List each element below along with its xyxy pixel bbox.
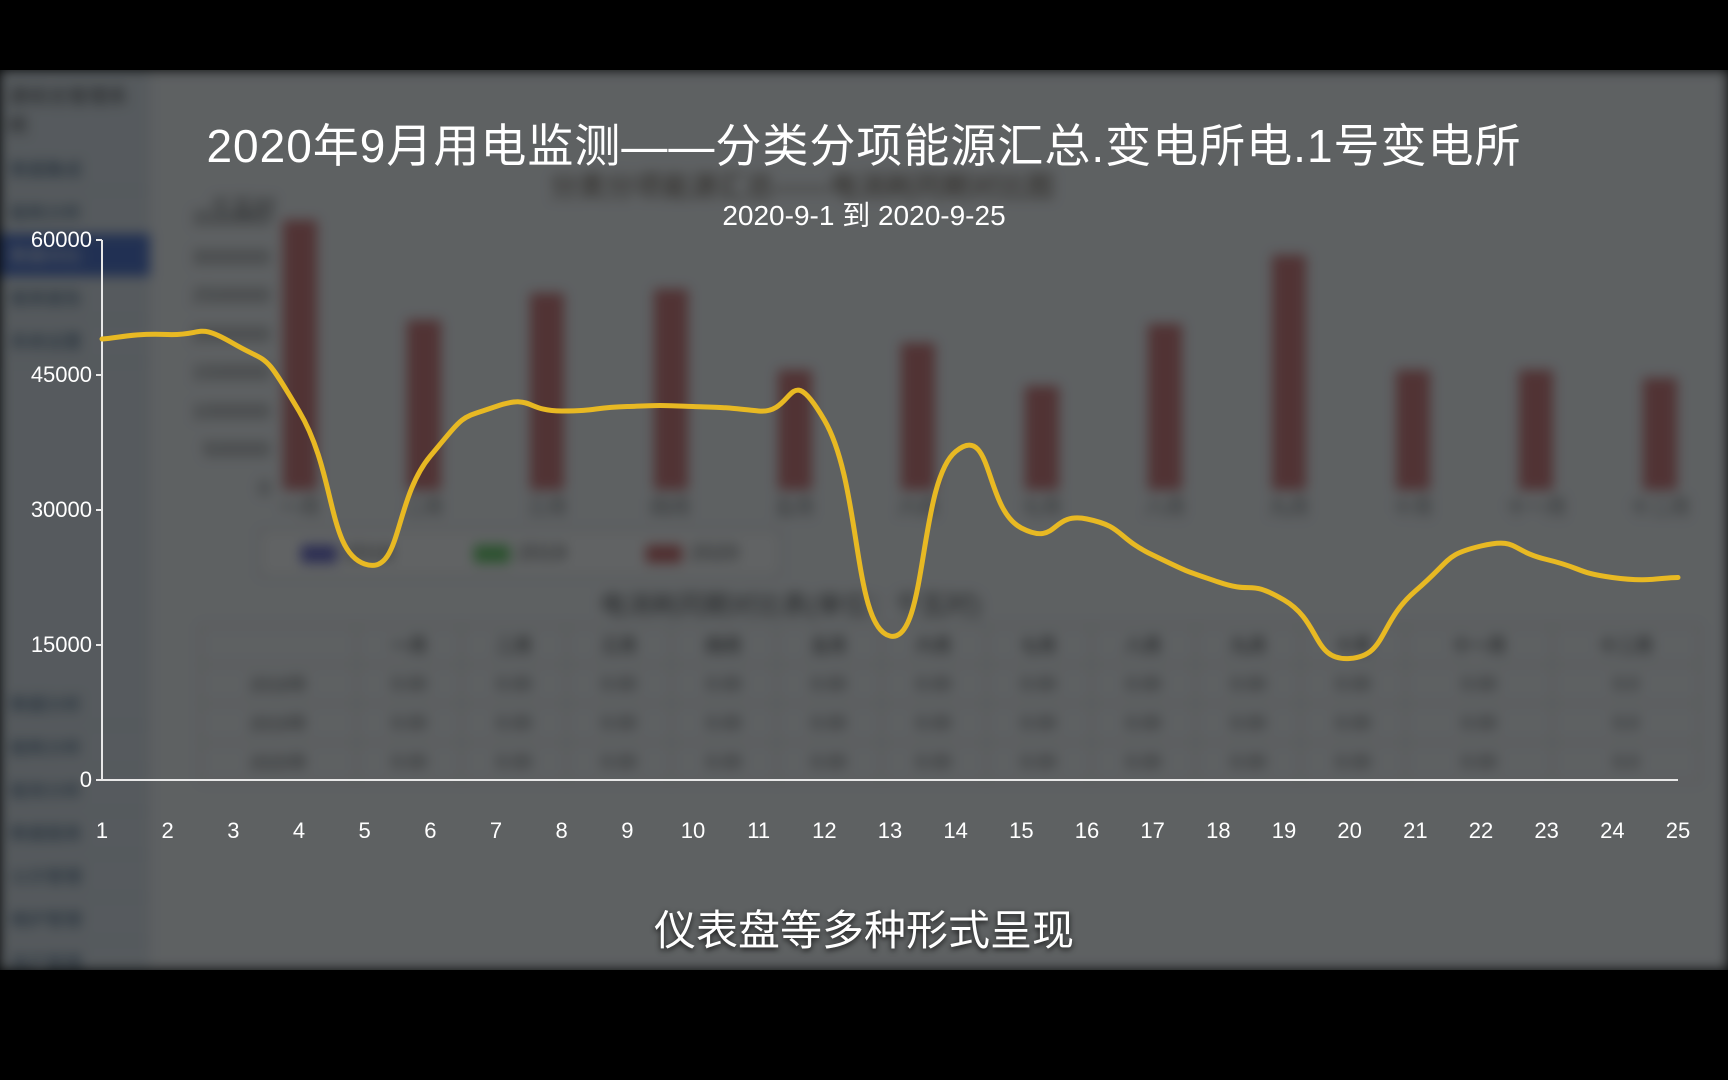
y-tick-label: 45000 (30, 362, 92, 388)
y-tick-label: 60000 (30, 227, 92, 253)
x-tick-label: 8 (556, 818, 568, 844)
series-line (102, 331, 1678, 658)
video-caption: 仪表盘等多种形式呈现 (0, 897, 1728, 958)
x-tick-label: 12 (812, 818, 836, 844)
x-tick-label: 14 (943, 818, 967, 844)
x-tick-label: 22 (1469, 818, 1493, 844)
x-tick-label: 20 (1337, 818, 1361, 844)
x-tick-label: 2 (162, 818, 174, 844)
x-tick-label: 19 (1272, 818, 1296, 844)
fg-subtitle: 2020-9-1 到 2020-9-25 (0, 194, 1728, 234)
y-tick-label: 0 (30, 767, 92, 793)
x-tick-label: 3 (227, 818, 239, 844)
letterbox-top (0, 0, 1728, 70)
x-tick-label: 17 (1140, 818, 1164, 844)
x-tick-label: 10 (681, 818, 705, 844)
x-tick-label: 15 (1009, 818, 1033, 844)
x-tick-label: 16 (1075, 818, 1099, 844)
letterbox-bottom (0, 970, 1728, 1080)
x-tick-label: 6 (424, 818, 436, 844)
fg-title: 2020年9月用电监测——分类分项能源汇总.变电所电.1号变电所 (0, 110, 1728, 176)
x-tick-label: 13 (878, 818, 902, 844)
foreground-chart: 2020年9月用电监测——分类分项能源汇总.变电所电.1号变电所 2020-9-… (0, 70, 1728, 970)
x-tick-label: 25 (1666, 818, 1690, 844)
line-chart-svg (30, 230, 1698, 810)
x-tick-label: 24 (1600, 818, 1624, 844)
x-tick-label: 21 (1403, 818, 1427, 844)
x-tick-label: 9 (621, 818, 633, 844)
x-tick-label: 18 (1206, 818, 1230, 844)
x-tick-label: 4 (293, 818, 305, 844)
x-tick-label: 7 (490, 818, 502, 844)
x-tick-label: 1 (96, 818, 108, 844)
x-tick-label: 11 (747, 818, 770, 844)
y-tick-label: 15000 (30, 632, 92, 658)
line-chart-area: 0150003000045000600001234567891011121314… (30, 230, 1698, 810)
x-tick-label: 5 (359, 818, 371, 844)
x-tick-label: 23 (1534, 818, 1558, 844)
y-tick-label: 30000 (30, 497, 92, 523)
